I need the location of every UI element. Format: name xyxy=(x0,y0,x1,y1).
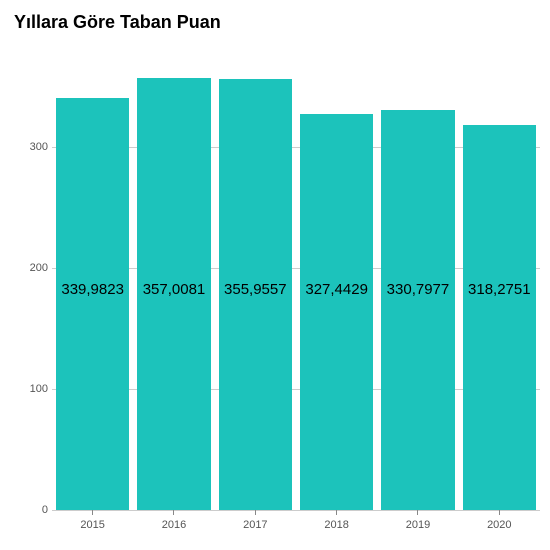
bar-slot: 339,9823 xyxy=(52,50,133,510)
bar-slot: 355,9557 xyxy=(215,50,296,510)
bar-slot: 318,2751 xyxy=(459,50,540,510)
xtick: 2019 xyxy=(377,510,458,531)
xtick-label: 2016 xyxy=(162,519,186,531)
xtick: 2015 xyxy=(52,510,133,531)
ytick-label: 200 xyxy=(30,262,48,274)
xtick-mark xyxy=(92,510,93,515)
xtick-label: 2015 xyxy=(80,519,104,531)
xtick-label: 2019 xyxy=(406,519,430,531)
bar xyxy=(219,79,292,510)
chart-title: Yıllara Göre Taban Puan xyxy=(14,12,221,33)
xtick-label: 2017 xyxy=(243,519,267,531)
xtick-mark xyxy=(173,510,174,515)
bar-slot: 357,0081 xyxy=(133,50,214,510)
bar xyxy=(463,125,536,510)
xtick: 2017 xyxy=(215,510,296,531)
ytick-label: 0 xyxy=(42,504,48,516)
ytick-label: 100 xyxy=(30,383,48,395)
bars-group: 339,9823357,0081355,9557327,4429330,7977… xyxy=(52,50,540,510)
xtick-mark xyxy=(255,510,256,515)
xtick-label: 2018 xyxy=(324,519,348,531)
x-axis: 2015 2016 2017 2018 2019 2020 xyxy=(52,510,540,531)
xtick: 2016 xyxy=(133,510,214,531)
bar-slot: 327,4429 xyxy=(296,50,377,510)
xtick-mark xyxy=(336,510,337,515)
bar-slot: 330,7977 xyxy=(377,50,458,510)
xtick: 2020 xyxy=(459,510,540,531)
plot-area: 339,9823357,0081355,9557327,4429330,7977… xyxy=(52,50,540,510)
xtick-label: 2020 xyxy=(487,519,511,531)
xtick-mark xyxy=(499,510,500,515)
xtick-mark xyxy=(417,510,418,515)
xtick: 2018 xyxy=(296,510,377,531)
ytick-label: 300 xyxy=(30,141,48,153)
bar xyxy=(381,110,454,510)
bar xyxy=(300,114,373,510)
bar xyxy=(137,78,210,510)
chart-container: Yıllara Göre Taban Puan 339,9823357,0081… xyxy=(0,0,550,550)
bar xyxy=(56,98,129,510)
